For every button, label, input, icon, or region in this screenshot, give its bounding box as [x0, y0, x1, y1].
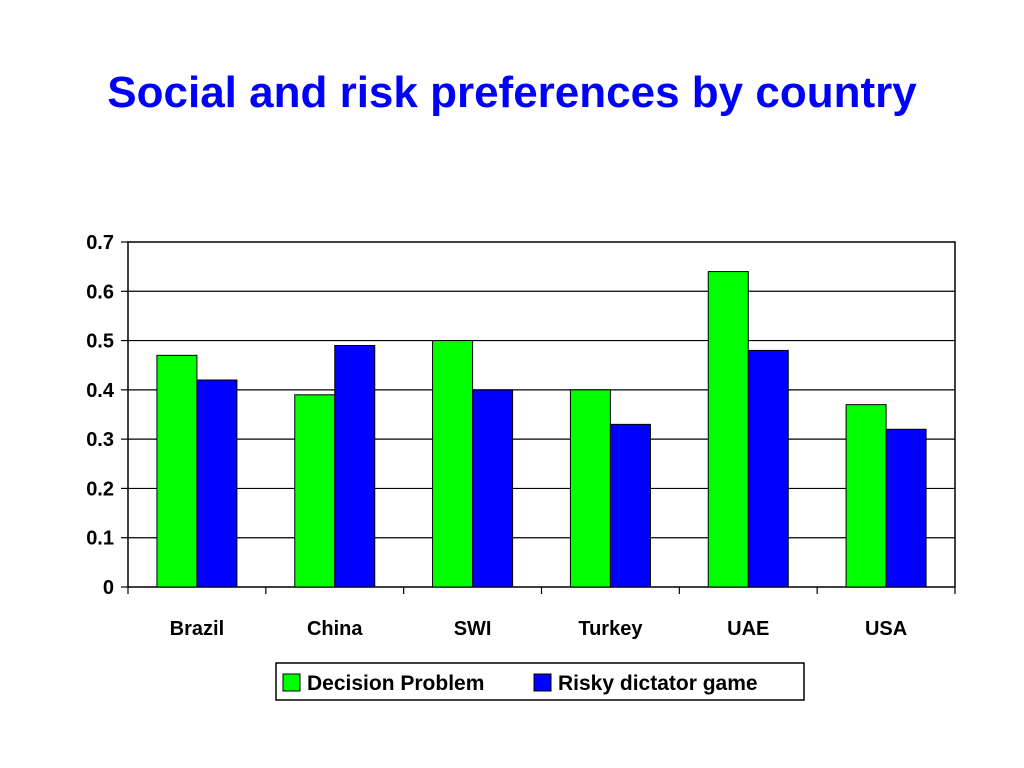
legend-label-decision-problem: Decision Problem	[307, 672, 484, 695]
bar-china-decision-problem	[294, 394, 336, 588]
x-tick-label: USA	[865, 618, 907, 640]
y-tick-label: 0.1	[86, 528, 114, 550]
x-tick-label: Brazil	[170, 618, 224, 640]
y-tick-label: 0.7	[86, 232, 114, 254]
gridlines	[128, 290, 955, 539]
bar-turkey-decision-problem	[569, 389, 611, 588]
x-axis-ticks: Brazil China SWI Turkey UAE USA	[127, 587, 956, 640]
x-tick-label: China	[307, 618, 363, 640]
y-tick-label: 0.2	[86, 478, 114, 500]
bar-china-risky-dictator-game	[334, 345, 376, 588]
plot-area-border	[127, 241, 956, 588]
bar-brazil-decision-problem	[156, 354, 198, 588]
bar-swi-risky-dictator-game	[472, 389, 514, 588]
bar-usa-risky-dictator-game	[885, 428, 927, 588]
chart-title: Social and risk preferences by country	[107, 68, 917, 117]
legend-swatch-risky-dictator-game	[533, 673, 552, 692]
bar-turkey-risky-dictator-game	[609, 423, 651, 588]
y-tick-label: 0.6	[86, 281, 114, 303]
x-tick-label: UAE	[727, 618, 769, 640]
y-tick-label: 0	[103, 577, 114, 599]
legend: Decision Problem Risky dictator game	[275, 662, 805, 701]
y-axis-ticks: 0 0.1 0.2 0.3 0.4 0.5 0.6 0.7	[86, 232, 128, 599]
legend-swatch-decision-problem	[282, 673, 301, 692]
y-tick-label: 0.5	[86, 331, 114, 353]
bar-uae-decision-problem	[707, 271, 749, 588]
bar-usa-decision-problem	[845, 404, 887, 588]
bar-swi-decision-problem	[432, 340, 474, 588]
x-tick-label: Turkey	[578, 618, 643, 640]
y-tick-label: 0.4	[86, 380, 115, 402]
y-tick-label: 0.3	[86, 429, 114, 451]
bar-uae-risky-dictator-game	[747, 349, 789, 588]
bar-brazil-risky-dictator-game	[196, 379, 238, 588]
bars	[156, 271, 927, 588]
legend-label-risky-dictator-game: Risky dictator game	[558, 672, 758, 695]
x-tick-label: SWI	[454, 618, 492, 640]
